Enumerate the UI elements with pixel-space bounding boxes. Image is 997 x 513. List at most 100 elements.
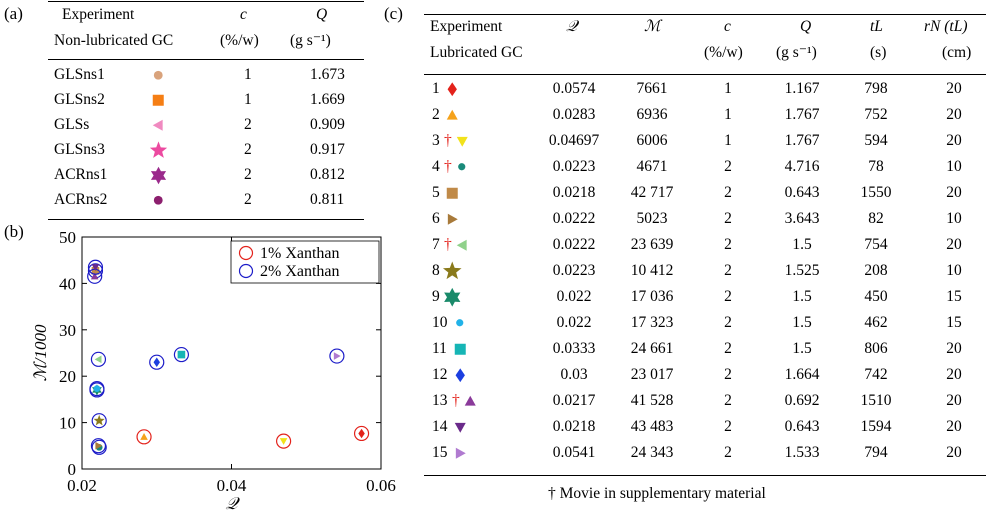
table-c-row-M: 43 483 [630,418,674,435]
table-c-row-q: 1.664 [784,366,820,383]
data-point-ring [136,429,152,445]
data-point-ring [353,425,370,442]
data-point [94,355,102,364]
circle-marker-icon [458,163,466,171]
circle-marker-icon [153,70,163,80]
data-point [93,414,105,426]
table-c-header-q: Q [800,18,812,35]
table-c-row-c: 2 [724,366,732,383]
y-tick-label: 20 [59,367,76,386]
table-c-row-id: 13 [432,392,448,409]
table-c-row-tl: 794 [864,444,888,461]
table-c-row-id: 15 [432,444,448,461]
table-c-row-Q: 0.0574 [552,80,596,97]
legend-marker [238,245,254,261]
table-c-row-id: 12 [432,366,448,383]
triangle-left-marker-icon [152,119,163,131]
table-a-row-q: 0.917 [310,141,345,158]
table-c-row-M: 23 017 [630,366,674,383]
table-c-row-rn: 15 [946,288,962,305]
table-c: Experiment Lubricated GC 𝒬 ℳ c (%/w) Q (… [424,0,986,478]
table-a-rule-top [48,1,364,2]
table-c-row-q: 0.643 [784,418,820,435]
table-c-row-id: 8 [432,262,440,279]
table-c-row-M: 4671 [636,158,668,175]
table-c-header-tl: tL [870,18,883,35]
triangle-right-marker-icon [455,447,466,459]
table-c-header-group: Lubricated GC [430,44,523,61]
table-c-row-Q: 0.0283 [552,106,596,123]
data-point-ring [87,259,104,275]
table-c-row-tl: 754 [864,236,888,253]
table-c-header-Q: 𝒬 [566,18,578,35]
legend-marker [238,263,254,279]
table-c-row-c: 2 [724,210,732,227]
table-c-row-Q: 0.03 [560,366,588,383]
table-a: Experiment c Q Non-lubricated GC (%/w) (… [48,0,364,222]
triangle-right-marker-icon [447,213,458,225]
y-axis-label: ℳ/1000 [31,324,50,381]
square-marker-icon [446,187,458,199]
triangle-down-marker-icon [454,422,466,433]
table-c-row-c: 2 [724,392,732,409]
table-a-header-c-unit: (%/w) [220,32,259,49]
table-c-row-c: 2 [724,314,732,331]
footnote: † Movie in supplementary material [548,485,766,502]
table-c-row-id: 11 [432,340,447,357]
table-a-row-c: 2 [244,166,252,183]
table-c-row-id: 4 [432,158,440,175]
table-c-header-tl-unit: (s) [870,44,887,61]
table-c-row-tl: 82 [868,210,884,227]
table-c-row-Q: 0.0218 [552,184,596,201]
table-c-row-q: 1.767 [784,132,820,149]
square-marker-icon [454,343,466,355]
table-c-row-c: 1 [724,132,732,149]
table-a-header-c: c [240,6,247,23]
star6-marker-icon [150,166,166,184]
table-c-row-c: 2 [724,236,732,253]
table-c-row-tl: 208 [864,262,888,279]
table-c-row-id: 10 [432,314,448,331]
data-point [95,441,103,450]
data-point [333,352,341,360]
table-c-row-c: 2 [724,288,732,305]
table-c-row-c: 2 [724,418,732,435]
table-c-row-q: 1.533 [784,444,820,461]
data-point-ring [90,438,107,454]
panel-label-a-text: (a) [4,4,23,23]
x-tick-label: 0.06 [366,476,396,495]
legend-label: 1% Xanthan [260,245,340,262]
table-c-row-M: 7661 [636,80,668,97]
table-c-row-tl: 752 [864,106,888,123]
data-point-ring [173,346,190,363]
table-c-row-Q: 0.022 [556,314,592,331]
table-c-row-id: 3 [432,132,440,149]
table-c-row-rn: 10 [946,210,962,227]
table-c-row-tl: 462 [864,314,888,331]
table-c-row-q: 4.716 [784,158,820,175]
table-a-row-c: 2 [244,191,252,208]
table-c-row-tl: 742 [864,366,888,383]
table-c-row-dagger: † [444,158,452,175]
table-c-row-q: 1.5 [792,236,812,253]
data-point [279,438,288,445]
diamond-marker-icon [447,82,457,96]
scatter-chart: 0 10 20 30 40 50 0.02 0.04 0.06 ℳ/1000 𝒬 1% Xantha… [31,228,396,513]
table-c-row-q: 1.767 [784,106,820,123]
table-c-rule-mid [424,74,986,75]
table-a-row-name: GLSns1 [54,66,105,83]
table-c-row-rn: 20 [946,132,962,149]
table-c-row-c: 2 [724,340,732,357]
table-c-row-rn: 20 [946,236,962,253]
table-c-row-Q: 0.022 [556,288,592,305]
table-a-row-name: GLSns3 [54,141,105,158]
circle-marker-icon [153,195,163,205]
table-c-row-q: 1.5 [792,340,812,357]
table-a-row-c: 2 [244,116,252,133]
table-c-row-dagger: † [452,392,460,409]
table-c-row-tl: 1510 [860,392,892,409]
table-c-row-Q: 0.0541 [552,444,596,461]
star5-marker-icon [442,261,462,279]
table-c-row-rn: 20 [946,80,962,97]
table-c-row-M: 24 661 [630,340,674,357]
